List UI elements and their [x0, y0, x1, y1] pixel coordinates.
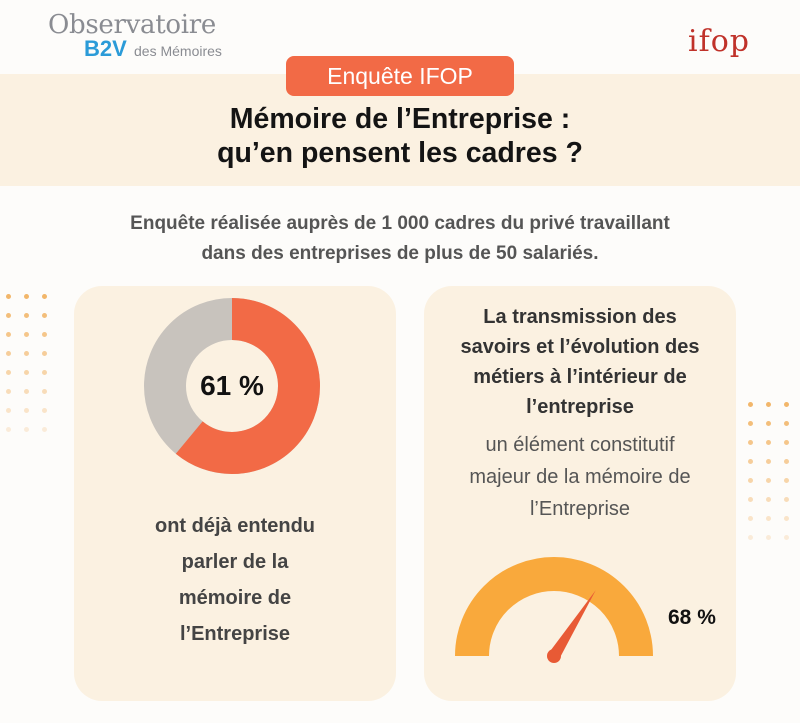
decorative-dot [784, 459, 789, 464]
gauge-arc [455, 557, 653, 657]
intro-line-2: dans des entreprises de plus de 50 salar… [201, 243, 599, 264]
decorative-dot [42, 313, 47, 318]
decorative-dot [6, 408, 11, 413]
logo-b2v-text: B2V [84, 36, 127, 61]
decorative-dot [766, 478, 771, 483]
decorative-dot [748, 459, 753, 464]
decorative-dot [6, 332, 11, 337]
decorative-dot [784, 478, 789, 483]
decorative-dot [24, 427, 29, 432]
decorative-dot [748, 402, 753, 407]
decorative-dot [784, 402, 789, 407]
decorative-dot [766, 421, 771, 426]
decorative-dot [784, 421, 789, 426]
heading-line: savoirs et l’évolution des [460, 336, 700, 358]
decorative-dot [24, 294, 29, 299]
heading-line: l’entreprise [526, 396, 634, 418]
title-line-2: qu’en pensent les cadres ? [217, 137, 583, 169]
transmission-heading: La transmission des savoirs et l’évoluti… [430, 302, 730, 422]
decorative-dot [42, 332, 47, 337]
decorative-dot [6, 351, 11, 356]
decorative-dot [784, 535, 789, 540]
transmission-caption: un élément constitutif majeur de la mémo… [430, 429, 730, 525]
decorative-dot [784, 440, 789, 445]
caption-line: mémoire de [178, 587, 292, 609]
caption-line: l’Entreprise [179, 623, 291, 645]
decorative-dot [748, 440, 753, 445]
survey-description: Enquête réalisée auprès de 1 000 cadres … [30, 209, 770, 269]
decorative-dot [24, 370, 29, 375]
decorative-dot [42, 294, 47, 299]
title-line-1: Mémoire de l’Entreprise : [229, 103, 571, 135]
page-title: Mémoire de l’Entreprise : qu’en pensent … [0, 102, 800, 170]
decorative-dot [748, 497, 753, 502]
decorative-dots-right [740, 396, 800, 546]
decorative-dot [24, 313, 29, 318]
gauge-hub [547, 649, 561, 663]
decorative-dot [42, 370, 47, 375]
decorative-dot [24, 332, 29, 337]
decorative-dot [784, 497, 789, 502]
caption-line: parler de la [181, 551, 289, 573]
survey-tag: Enquête IFOP [286, 56, 514, 96]
gauge-needle [548, 590, 596, 660]
decorative-dot [748, 478, 753, 483]
decorative-dot [766, 402, 771, 407]
logo-memoires-text: des Mémoires [134, 43, 222, 59]
decorative-dot [6, 370, 11, 375]
awareness-caption: ont déjà entendu parler de la mémoire de… [94, 508, 376, 652]
caption-line: ont déjà entendu [155, 515, 315, 537]
caption-line: l’Entreprise [529, 498, 631, 520]
caption-line: un élément constitutif [485, 434, 675, 456]
decorative-dot [24, 389, 29, 394]
stat-card-awareness: 61 % ont déjà entendu parler de la mémoi… [74, 286, 396, 701]
decorative-dot [748, 535, 753, 540]
decorative-dot [766, 497, 771, 502]
intro-line-1: Enquête réalisée auprès de 1 000 cadres … [130, 213, 670, 234]
observatoire-logo: Observatoire B2V des Mémoires [48, 10, 248, 62]
decorative-dot [24, 408, 29, 413]
donut-chart [144, 298, 320, 474]
decorative-dot [42, 408, 47, 413]
donut-value-arc [144, 298, 320, 474]
decorative-dot [6, 389, 11, 394]
decorative-dot [42, 427, 47, 432]
decorative-dot [748, 421, 753, 426]
decorative-dot [766, 440, 771, 445]
awareness-percent: 61 % [200, 370, 264, 401]
decorative-dot [42, 389, 47, 394]
decorative-dot [6, 313, 11, 318]
decorative-dot [6, 294, 11, 299]
ifop-logo: ifop [688, 24, 750, 59]
decorative-dot [42, 351, 47, 356]
gauge-chart [455, 557, 653, 663]
heading-line: métiers à l’intérieur de [473, 366, 687, 388]
decorative-dot [766, 459, 771, 464]
heading-line: La transmission des [483, 306, 677, 328]
decorative-dot [766, 535, 771, 540]
transmission-percent: 68 % [668, 606, 716, 629]
decorative-dot [24, 351, 29, 356]
decorative-dot [766, 516, 771, 521]
decorative-dot [6, 427, 11, 432]
decorative-dot [784, 516, 789, 521]
stat-card-transmission: La transmission des savoirs et l’évoluti… [424, 286, 736, 701]
decorative-dot [748, 516, 753, 521]
logo-observatoire-text: Observatoire [48, 10, 216, 40]
caption-line: majeur de la mémoire de [469, 466, 691, 488]
decorative-dots-left [0, 288, 60, 438]
